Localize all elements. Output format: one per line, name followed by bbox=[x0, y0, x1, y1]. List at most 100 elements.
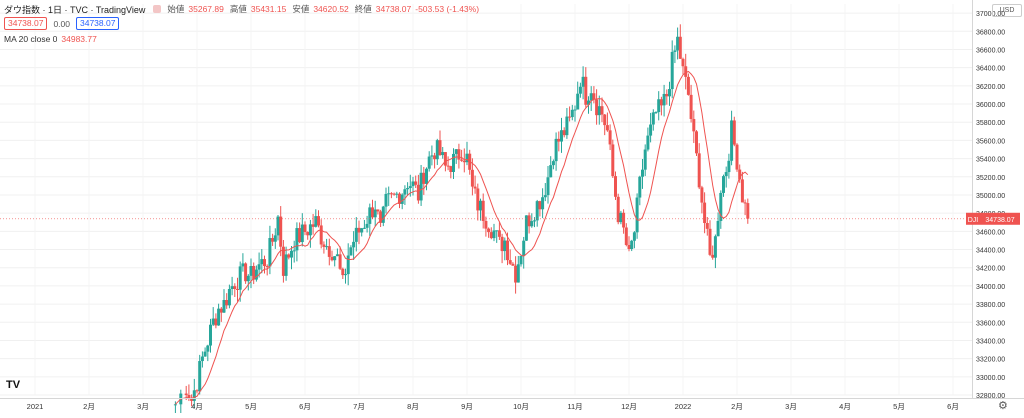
candle-body bbox=[252, 266, 256, 280]
candle-body bbox=[551, 161, 555, 166]
candle-body bbox=[209, 324, 212, 346]
candle-body bbox=[716, 220, 720, 237]
candle-body bbox=[487, 228, 491, 233]
candle-body bbox=[257, 264, 261, 270]
candle-body bbox=[422, 172, 426, 184]
candle-body bbox=[711, 254, 715, 258]
candle-body bbox=[578, 86, 582, 94]
candle-body bbox=[554, 138, 558, 162]
candle-body bbox=[360, 228, 364, 233]
candle-body bbox=[703, 202, 707, 224]
candle-body bbox=[344, 274, 347, 276]
candle-body bbox=[433, 155, 437, 160]
candle-body bbox=[233, 286, 237, 289]
high-value: 35431.15 bbox=[250, 4, 287, 14]
candle-body bbox=[217, 308, 221, 326]
candle-body bbox=[406, 188, 410, 190]
candle-body bbox=[457, 149, 461, 160]
candle-body bbox=[460, 159, 464, 161]
candle-body bbox=[511, 263, 515, 266]
price-tick-label: 33400.00 bbox=[976, 338, 1005, 345]
symbol-title[interactable]: ダウ指数 · 1日 · TVC · TradingView bbox=[4, 4, 146, 15]
candle-body bbox=[651, 112, 655, 125]
candle-body bbox=[373, 209, 377, 218]
candle-body bbox=[449, 166, 453, 172]
time-tick-label: 4月 bbox=[839, 402, 851, 411]
candle-body bbox=[308, 224, 312, 236]
candle-body bbox=[605, 125, 609, 131]
time-tick-label: 2021 bbox=[27, 402, 44, 411]
candle-body bbox=[284, 254, 288, 276]
candle-body bbox=[492, 230, 496, 239]
candle-body bbox=[446, 165, 450, 167]
candle-body bbox=[203, 351, 207, 357]
candle-body bbox=[246, 275, 250, 282]
candle-body bbox=[249, 266, 253, 276]
candle-body bbox=[686, 76, 690, 95]
candle-body bbox=[543, 195, 547, 198]
candle-body bbox=[236, 288, 239, 290]
time-tick-label: 6月 bbox=[299, 402, 311, 411]
candle-body bbox=[692, 118, 696, 132]
candle-body bbox=[389, 193, 393, 195]
candle-body bbox=[376, 209, 380, 212]
price-tick-label: 34000.00 bbox=[976, 284, 1005, 291]
change-value: -503.53 (-1.43%) bbox=[415, 4, 480, 14]
candle-body bbox=[595, 99, 599, 116]
candle-body bbox=[400, 194, 404, 204]
candle-body bbox=[211, 318, 215, 325]
candle-body bbox=[506, 240, 509, 261]
candles bbox=[173, 24, 750, 416]
candle-body bbox=[290, 250, 293, 258]
candle-body bbox=[371, 207, 374, 218]
price-tick-label: 36200.00 bbox=[976, 84, 1005, 91]
candle-body bbox=[465, 153, 469, 163]
price-tick-label: 36000.00 bbox=[976, 102, 1005, 109]
candle-body bbox=[330, 256, 334, 261]
candle-body bbox=[681, 58, 685, 67]
candle-body bbox=[670, 51, 674, 90]
candle-body bbox=[727, 160, 731, 173]
candle-body bbox=[311, 224, 315, 227]
gear-icon[interactable]: ⚙ bbox=[998, 400, 1008, 412]
candle-body bbox=[435, 140, 439, 160]
candle-body bbox=[244, 263, 248, 282]
candle-body bbox=[495, 230, 499, 232]
price-tick-label: 36800.00 bbox=[976, 29, 1005, 36]
candle-body bbox=[519, 255, 523, 265]
price-tick-label: 36400.00 bbox=[976, 66, 1005, 73]
candle-body bbox=[643, 149, 647, 170]
candle-body bbox=[200, 356, 204, 362]
candle-body bbox=[462, 160, 466, 163]
candle-body bbox=[678, 36, 682, 59]
symbol-tag-label: DJI bbox=[968, 217, 979, 224]
candle-body bbox=[414, 181, 418, 185]
currency-selector[interactable]: USD bbox=[992, 4, 1022, 17]
candle-body bbox=[276, 216, 280, 236]
candle-body bbox=[489, 232, 493, 239]
candle-body bbox=[514, 265, 518, 283]
time-tick-label: 7月 bbox=[353, 402, 365, 411]
candle-body bbox=[522, 240, 526, 256]
candle-body bbox=[338, 254, 342, 269]
candle-body bbox=[295, 228, 299, 251]
candle-body bbox=[743, 202, 747, 204]
candle-body bbox=[635, 197, 639, 233]
price-axis-bg bbox=[973, 0, 1024, 413]
candle-body bbox=[333, 256, 337, 261]
price-tick-label: 36600.00 bbox=[976, 47, 1005, 54]
candle-body bbox=[349, 247, 353, 256]
sell-price-button[interactable]: 34738.07 bbox=[4, 17, 48, 30]
candle-body bbox=[573, 109, 577, 111]
close-value: 34738.07 bbox=[375, 4, 412, 14]
candle-body bbox=[719, 192, 723, 221]
candle-body bbox=[581, 76, 585, 87]
buy-price-button[interactable]: 34738.07 bbox=[76, 17, 120, 30]
candle-body bbox=[611, 144, 615, 177]
candle-body bbox=[427, 156, 431, 169]
ma-label[interactable]: MA 20 close 0 bbox=[4, 34, 58, 44]
candle-body bbox=[557, 138, 561, 142]
